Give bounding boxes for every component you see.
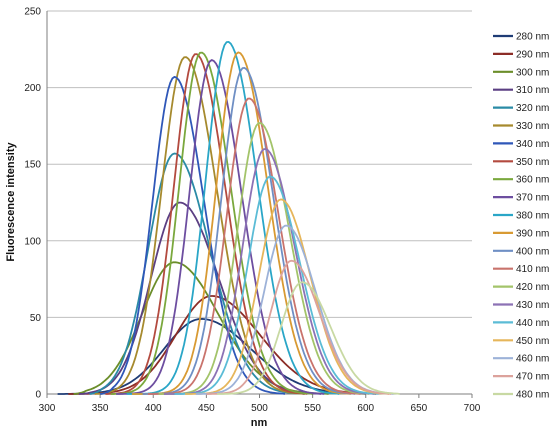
x-tick-label: 700: [464, 403, 481, 414]
y-tick-label: 50: [30, 313, 42, 324]
legend-entry: 280 nm: [516, 32, 549, 43]
legend-entry: 480 nm: [516, 390, 549, 401]
legend-entry: 360 nm: [516, 175, 549, 186]
x-tick-label: 400: [145, 403, 162, 414]
series-line-420-nm: [158, 122, 370, 395]
series-line-450-nm: [185, 198, 390, 395]
legend-entry: 310 nm: [516, 85, 549, 96]
legend-entry: 460 nm: [516, 354, 549, 365]
x-axis-title: nm: [251, 417, 268, 429]
series-line-360-nm: [110, 51, 313, 395]
legend: 280 nm 290 nm 300 nm 310 nm 320 nm 330 nm 340 …: [493, 32, 549, 401]
y-tick-label: 200: [24, 83, 41, 94]
x-tick-label: 550: [304, 403, 321, 414]
y-tick-label: 0: [35, 390, 41, 401]
series-line-370-nm: [116, 59, 325, 395]
series-line-440-nm: [174, 175, 379, 395]
x-tick-label: 300: [39, 403, 56, 414]
x-tick-labels: 300 350 400 450 500 550 600 650 700: [39, 394, 481, 414]
series-line-350-nm: [105, 53, 308, 395]
y-tick-label: 100: [24, 236, 41, 247]
series-line-380-nm: [126, 41, 340, 395]
series-line-320-nm: [89, 152, 305, 395]
x-tick-label: 450: [198, 403, 215, 414]
y-tick-labels: 0 50 100 150 200 250: [24, 7, 41, 401]
series-lines: [57, 41, 400, 395]
legend-entry: 320 nm: [516, 103, 549, 114]
legend-entry: 380 nm: [516, 211, 549, 222]
series-line-390-nm: [132, 51, 352, 395]
legend-entry: 390 nm: [516, 228, 549, 239]
series-line-480-nm: [217, 281, 400, 395]
legend-entry: 470 nm: [516, 372, 549, 383]
x-tick-label: 500: [251, 403, 268, 414]
x-tick-label: 650: [411, 403, 428, 414]
legend-entry: 420 nm: [516, 282, 549, 293]
series-line-400-nm: [142, 67, 356, 395]
legend-entry: 450 nm: [516, 336, 549, 347]
series-line-470-nm: [206, 259, 392, 395]
legend-entry: 290 nm: [516, 49, 549, 60]
x-tick-label: 350: [92, 403, 109, 414]
series-line-410-nm: [147, 97, 361, 395]
gridlines: [47, 10, 472, 318]
y-axis-title: Fluorescence intensity: [5, 142, 17, 262]
y-tick-label: 150: [24, 160, 41, 171]
series-line-330-nm: [94, 56, 306, 395]
y-tick-label: 250: [24, 7, 41, 18]
legend-entry: 410 nm: [516, 264, 549, 275]
legend-entry: 400 nm: [516, 246, 549, 257]
legend-entry: 350 nm: [516, 157, 549, 168]
legend-entry: 430 nm: [516, 300, 549, 311]
series-line-430-nm: [163, 148, 375, 395]
legend-entry: 340 nm: [516, 139, 549, 150]
legend-entry: 330 nm: [516, 121, 549, 132]
legend-entry: 300 nm: [516, 67, 549, 78]
x-tick-label: 600: [357, 403, 374, 414]
legend-entry: 370 nm: [516, 193, 549, 204]
legend-entry: 440 nm: [516, 318, 549, 329]
